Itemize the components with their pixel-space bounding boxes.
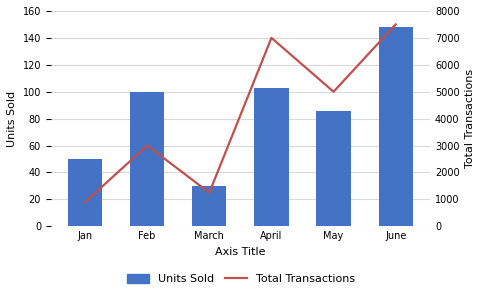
X-axis label: Axis Title: Axis Title bbox=[215, 247, 266, 257]
Bar bbox=[68, 159, 102, 226]
Y-axis label: Units Sold: Units Sold bbox=[7, 91, 17, 147]
Bar bbox=[378, 27, 413, 226]
Legend: Units Sold, Total Transactions: Units Sold, Total Transactions bbox=[123, 270, 359, 287]
Bar bbox=[192, 186, 227, 226]
Bar bbox=[317, 110, 350, 226]
Bar bbox=[254, 88, 289, 226]
Y-axis label: Total Transactions: Total Transactions bbox=[465, 69, 475, 168]
Bar bbox=[130, 92, 164, 226]
